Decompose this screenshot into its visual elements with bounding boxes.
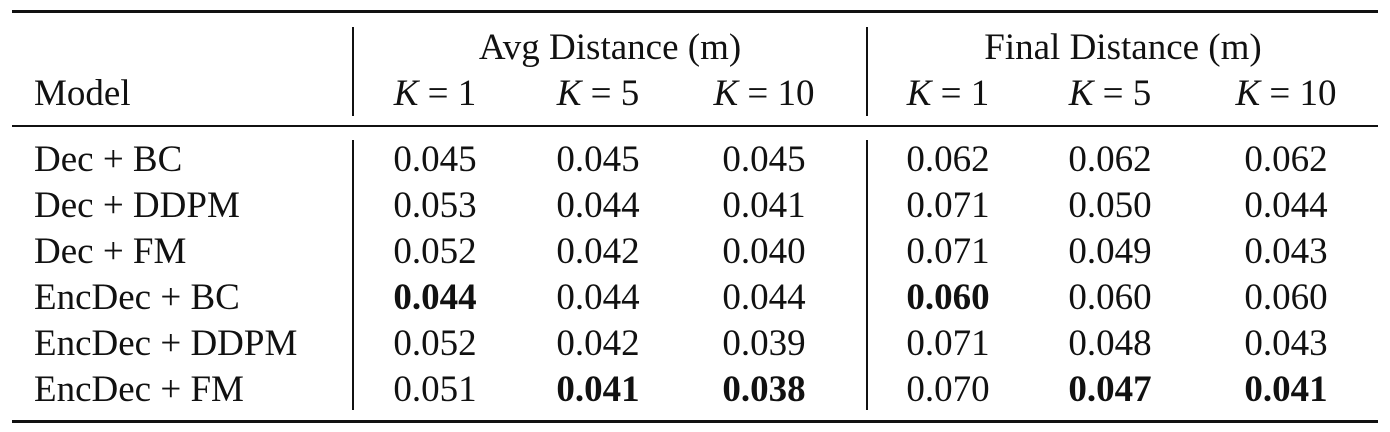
column-separator — [352, 27, 354, 116]
k-header-final-5: K = 5 — [1025, 75, 1195, 112]
table-cell: 0.041 — [722, 185, 806, 226]
table-cell: 0.062 — [1244, 139, 1328, 180]
k-value: 1 — [457, 73, 477, 114]
table-cell: 0.045 — [722, 139, 806, 180]
table-cell: 0.041 — [556, 369, 640, 410]
column-separator — [866, 27, 868, 116]
table-cell: 0.062 — [906, 139, 990, 180]
k-variable: K — [556, 73, 582, 114]
table-cell: 0.044 — [393, 277, 477, 318]
k-value: 5 — [1132, 73, 1152, 114]
table-cell: 0.045 — [556, 139, 640, 180]
k-header-avg-10: K = 10 — [679, 75, 849, 112]
table-row-model: EncDec + FM — [34, 369, 244, 410]
table-cell: 0.071 — [906, 231, 990, 272]
table-cell: 0.044 — [722, 277, 806, 318]
table-cell: 0.043 — [1244, 231, 1328, 272]
model-column-header: Model — [34, 73, 131, 114]
k-variable: K — [713, 73, 739, 114]
table-cell: 0.043 — [1244, 323, 1328, 364]
table-cell: 0.070 — [906, 369, 990, 410]
table-cell: 0.039 — [722, 323, 806, 364]
k-value: 10 — [1299, 73, 1337, 114]
k-relation: = — [738, 73, 778, 114]
table-cell: 0.052 — [393, 231, 477, 272]
column-separator — [352, 140, 354, 410]
k-variable: K — [1068, 73, 1094, 114]
table-cell: 0.062 — [1068, 139, 1152, 180]
column-separator — [866, 140, 868, 410]
table-row-model: EncDec + BC — [34, 277, 240, 318]
table-row-model: EncDec + DDPM — [34, 323, 298, 364]
table-cell: 0.040 — [722, 231, 806, 272]
k-value: 1 — [970, 73, 990, 114]
k-variable: K — [393, 73, 419, 114]
table-cell: 0.044 — [1244, 185, 1328, 226]
table-cell: 0.041 — [1244, 369, 1328, 410]
table-top-rule — [12, 10, 1378, 13]
k-value: 10 — [777, 73, 815, 114]
k-relation: = — [418, 73, 458, 114]
table-row-model: Dec + DDPM — [34, 185, 240, 226]
table-cell: 0.042 — [556, 323, 640, 364]
table-cell: 0.060 — [1068, 277, 1152, 318]
table-cell: 0.071 — [906, 185, 990, 226]
table-cell: 0.044 — [556, 277, 640, 318]
table-cell: 0.060 — [906, 277, 990, 318]
table-cell: 0.047 — [1068, 369, 1152, 410]
table-cell: 0.051 — [393, 369, 477, 410]
table-cell: 0.060 — [1244, 277, 1328, 318]
k-relation: = — [1093, 73, 1133, 114]
table-cell: 0.049 — [1068, 231, 1152, 272]
k-relation: = — [931, 73, 971, 114]
k-header-avg-5: K = 5 — [513, 75, 683, 112]
table-cell: 0.048 — [1068, 323, 1152, 364]
k-header-avg-1: K = 1 — [350, 75, 520, 112]
k-relation: = — [581, 73, 621, 114]
table-cell: 0.052 — [393, 323, 477, 364]
table-bottom-rule — [12, 420, 1378, 423]
k-variable: K — [1235, 73, 1261, 114]
table-cell: 0.038 — [722, 369, 806, 410]
table-cell: 0.044 — [556, 185, 640, 226]
table-cell: 0.042 — [556, 231, 640, 272]
k-value: 5 — [620, 73, 640, 114]
k-header-final-1: K = 1 — [863, 75, 1033, 112]
k-variable: K — [906, 73, 932, 114]
table-cell: 0.045 — [393, 139, 477, 180]
table-cell: 0.071 — [906, 323, 990, 364]
table-row-model: Dec + FM — [34, 231, 187, 272]
table-row-model: Dec + BC — [34, 139, 183, 180]
table-cell: 0.053 — [393, 185, 477, 226]
table-header-rule — [12, 125, 1378, 127]
k-relation: = — [1260, 73, 1300, 114]
table-cell: 0.050 — [1068, 185, 1152, 226]
group-header-final-distance: Final Distance (m) — [984, 27, 1262, 68]
group-header-avg-distance: Avg Distance (m) — [478, 27, 742, 68]
k-header-final-10: K = 10 — [1201, 75, 1371, 112]
